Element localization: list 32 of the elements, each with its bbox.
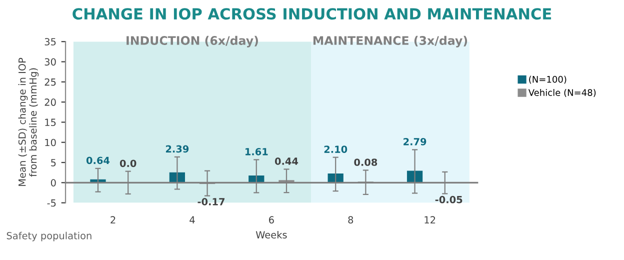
legend-label: (N=100) [529, 76, 566, 84]
band-label: INDUCTION (6x/day) [126, 36, 258, 48]
y-tick-label: 15 [45, 118, 56, 126]
data-label: 1.61 [245, 148, 268, 156]
x-tick-label: 8 [348, 216, 354, 224]
text: Safety population [6, 232, 92, 242]
y-tick-label: 35 [44, 38, 56, 46]
x-tick-label: 4 [190, 216, 195, 224]
legend-label: Vehicle (N=48) [528, 88, 596, 98]
x-axis-title: Weeks [256, 230, 287, 238]
x-tick-label: 2 [110, 216, 116, 224]
y-tick-label: 10 [45, 138, 56, 146]
data-label: 0.64 [86, 156, 110, 164]
data-label: 0.08 [354, 158, 378, 166]
y-axis-title: Mean (±SD) change in IOP from baseline (mmHg) [18, 58, 39, 186]
data-label: 0.0 [120, 160, 136, 168]
data-label: -0.17 [198, 198, 224, 206]
data-label: 2.79 [404, 138, 426, 146]
data-label: 0.44 [274, 158, 298, 165]
y-tick-label: 5 [51, 159, 56, 166]
band-label: MAINTENANCE (3x/day) [313, 36, 468, 48]
y-tick-label: 0 [50, 179, 56, 186]
y-tick-label: 30 [44, 58, 56, 66]
data-label: 2.10 [324, 146, 348, 153]
chart-title: CHANGE IN IOP ACROSS INDUCTION AND MAINTENANCE [72, 8, 552, 20]
x-tick-label: 12 [424, 216, 436, 224]
y-tick-label: -5 [47, 199, 56, 207]
x-tick-label: 6 [269, 216, 274, 224]
y-tick-label: 25 [44, 78, 56, 86]
data-label: -0.05 [435, 196, 462, 204]
y-tick-label: 20 [44, 98, 56, 106]
data-label: 2.39 [166, 145, 189, 153]
